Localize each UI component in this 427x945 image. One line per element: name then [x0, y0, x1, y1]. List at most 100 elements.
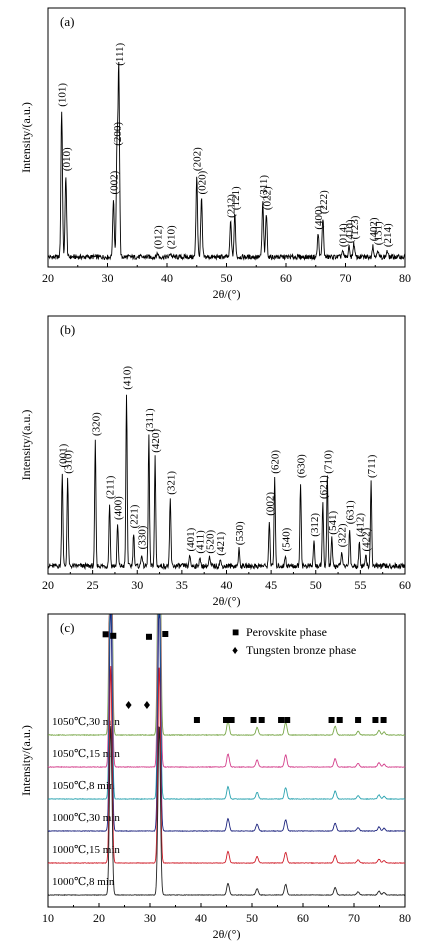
chart-a-peak-label: (131) — [373, 221, 385, 245]
chart-a-peak-label: (410) — [344, 219, 356, 243]
chart-c-perovskite-marker — [372, 717, 379, 723]
chart-b-peak-label: (530) — [234, 521, 246, 545]
chart-a-peak-label: (111) — [114, 42, 126, 65]
chart-a-peak-label: (002) — [108, 170, 120, 194]
chart-c-legend-marker: ■ — [232, 625, 239, 639]
chart-c-series-label: 1000℃,30 min — [52, 812, 120, 824]
chart-b-peak-label: (631) — [345, 500, 357, 524]
chart-c-perovskite-marker — [193, 717, 200, 723]
chart-a-y-axis-label: Intensity/(a.u.) — [19, 102, 33, 173]
chart-b-peak-label: (520) — [205, 529, 217, 553]
chart-b-peak-label: (322) — [337, 523, 349, 547]
chart-c-x-tick-label: 50 — [246, 911, 258, 925]
chart-c-x-tick-label: 80 — [399, 911, 411, 925]
chart-c-perovskite-marker — [162, 631, 169, 637]
chart-c-legend-marker: ♦ — [232, 643, 238, 657]
chart-c-perovskite-marker — [110, 632, 117, 639]
chart-b-y-axis-label: Intensity/(a.u.) — [19, 410, 33, 481]
chart-a-x-tick-label: 60 — [280, 271, 292, 285]
chart-a-peak-label: (214) — [382, 223, 394, 247]
chart-b-x-tick-label: 35 — [176, 578, 188, 592]
chart-b-peak-label: (400) — [113, 496, 125, 520]
chart-b-x-axis-label: 2θ/(°) — [213, 594, 241, 608]
chart-b-peak-label: (541) — [327, 511, 339, 535]
chart-c-x-tick-label: 30 — [144, 911, 156, 925]
chart-b-series-line — [47, 394, 406, 571]
chart-a-peak-label: (121) — [230, 186, 242, 210]
chart-c-perovskite-marker — [284, 717, 291, 723]
chart-a-peak-label: (212) — [226, 194, 238, 218]
chart-c-tungsten-bronze-marker — [125, 701, 132, 709]
chart-b-peak-label: (710) — [322, 450, 334, 474]
chart-a-series-line — [47, 61, 406, 261]
chart-b-peak-label: (211) — [105, 475, 117, 499]
xrd-chart-c: 10 20 30 40 50 60 70 80 2θ/(°) Intensity/(a.u.) (c… — [0, 612, 427, 945]
chart-b-x-tick-label: 55 — [354, 578, 366, 592]
chart-a-peak-label: (222) — [318, 190, 330, 214]
xrd-chart-c-svg: 10 20 30 40 50 60 70 80 2θ/(°) Intensity/(a.u.) (c… — [19, 613, 411, 941]
chart-a-peak-label: (123) — [349, 215, 361, 239]
chart-c-series-line — [47, 614, 406, 769]
chart-c-perovskite-marker — [278, 717, 285, 723]
chart-a-peak-label: (200) — [112, 122, 124, 146]
chart-c-legend-text: Perovskite phase — [246, 625, 327, 639]
chart-c-perovskite-marker — [380, 717, 387, 723]
chart-b-peak-label: (221) — [129, 504, 141, 528]
xrd-chart-a-svg: 20 30 40 50 60 70 80 2θ/(°) Intensity/(a.u.) (a) (… — [19, 7, 411, 301]
chart-a-panel-label: (a) — [60, 14, 74, 29]
chart-b-peak-label: (412) — [354, 513, 366, 537]
chart-b-x-tick-label: 30 — [131, 578, 143, 592]
chart-c-perovskite-marker — [145, 633, 152, 640]
chart-a-peak-label: (210) — [166, 225, 178, 249]
chart-c-perovskite-marker — [328, 717, 335, 723]
chart-a-peak-label: (010) — [61, 147, 73, 171]
chart-a-peak-label: (022) — [261, 186, 273, 210]
chart-b-peak-label: (311) — [144, 408, 156, 432]
chart-c-perovskite-marker — [355, 717, 362, 723]
chart-c-x-tick-label: 10 — [42, 911, 54, 925]
chart-b-x-tick-label: 50 — [310, 578, 322, 592]
chart-c-series-label: 1050℃,30 min — [52, 716, 120, 728]
chart-c-perovskite-marker — [102, 631, 109, 638]
chart-c-perovskite-marker — [258, 717, 265, 723]
chart-c-perovskite-marker — [336, 717, 343, 723]
chart-c-y-axis-label: Intensity/(a.u.) — [19, 725, 33, 796]
chart-a-peak-label: (101) — [57, 83, 69, 107]
chart-b-peak-label: (620) — [270, 450, 282, 474]
chart-c-panel-label: (c) — [60, 620, 74, 635]
chart-b-x-tick-label: 20 — [42, 578, 54, 592]
chart-b-peak-label: (312) — [309, 513, 321, 537]
chart-a-x-tick-label: 80 — [399, 271, 411, 285]
chart-c-series-line — [48, 614, 406, 737]
chart-c-series-label: 1000℃,15 min — [52, 844, 120, 856]
chart-c-perovskite-marker — [228, 717, 235, 723]
chart-c-series-label: 1050℃,8 min — [52, 780, 115, 792]
chart-b-peak-label: (310) — [63, 450, 75, 474]
chart-c-x-tick-label: 70 — [348, 911, 360, 925]
chart-b-peak-label: (320) — [90, 412, 102, 436]
chart-b-x-tick-label: 45 — [265, 578, 277, 592]
chart-b-peak-label: (540) — [280, 527, 292, 551]
chart-c-series-line — [47, 725, 406, 897]
chart-a-peak-label: (014) — [338, 223, 350, 247]
chart-b-peak-label: (401) — [185, 527, 197, 551]
xrd-chart-a: 20 30 40 50 60 70 80 2θ/(°) Intensity/(a.u.) (a) (… — [0, 0, 427, 312]
chart-b-peak-label: (422) — [361, 527, 373, 551]
chart-a-x-tick-label: 50 — [221, 271, 233, 285]
chart-a-peak-label: (012) — [152, 225, 164, 249]
chart-c-series-label: 1000℃,8 min — [52, 876, 115, 888]
chart-a-peak-label: (202) — [192, 147, 204, 171]
chart-b-peak-label: (621) — [318, 475, 330, 499]
xrd-chart-b: 20 25 30 35 40 45 50 55 60 2θ/(°) Intensity/(a.u.)… — [0, 312, 427, 612]
chart-b-peak-label: (321) — [165, 471, 177, 495]
chart-b-peak-label: (711) — [366, 454, 378, 478]
chart-a-peak-label: (402) — [368, 217, 380, 241]
chart-b-peak-label: (421) — [215, 532, 227, 556]
chart-c-x-axis-label: 2θ/(°) — [213, 927, 241, 941]
chart-a-x-tick-label: 40 — [161, 271, 173, 285]
chart-c-x-tick-label: 40 — [195, 911, 207, 925]
chart-c-series-label: 1050℃,15 min — [52, 748, 120, 760]
chart-c-perovskite-marker — [222, 717, 229, 723]
chart-a-peak-label: (400) — [313, 205, 325, 229]
chart-b-peak-label: (420) — [150, 429, 162, 453]
